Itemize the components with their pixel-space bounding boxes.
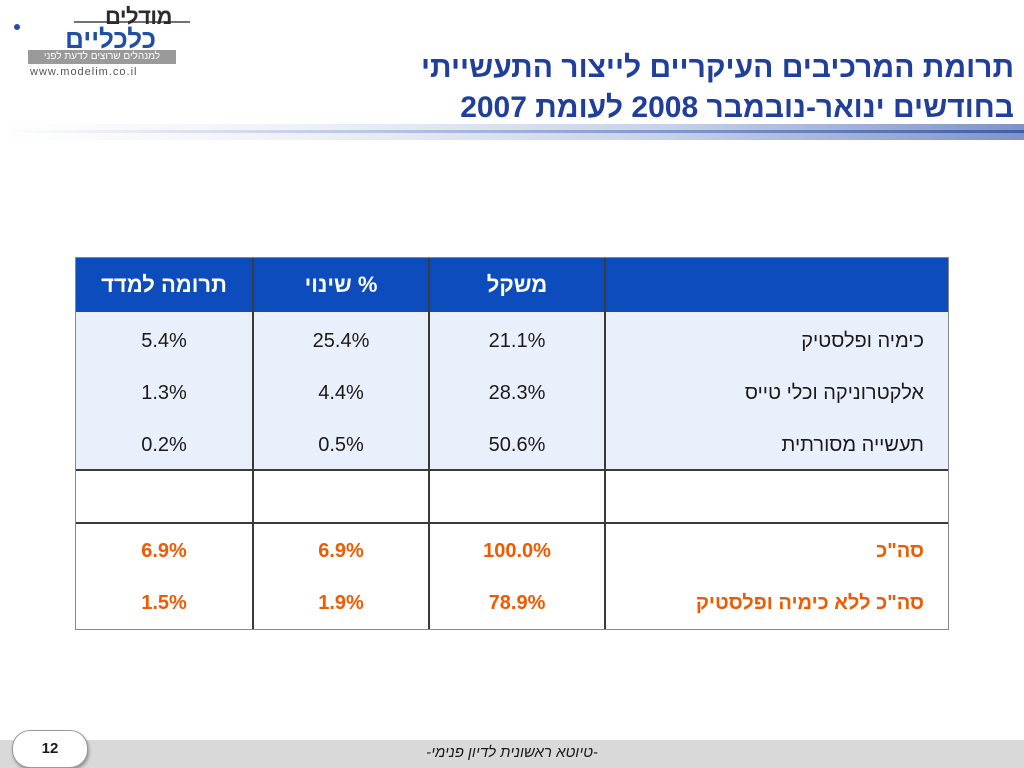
row-contribution: 1.3% [141,382,187,404]
row-weight: 28.3% [488,382,546,404]
footer-bar: -טיוטא ראשונית לדיון פנימי- [0,740,1024,768]
table-header-row [76,258,948,312]
total-sector-excl-chemistry: סה"כ ללא כימיה ופלסטיק [695,592,924,614]
company-logo: מודלים כלכליים למנהלים שרוצים לדעת לפני … [14,4,190,78]
table-col-divider [428,258,430,629]
row-sector-traditional: תעשייה מסורתית [781,434,924,456]
table-col-divider [252,258,254,629]
total-contribution: 1.5% [141,592,187,614]
table-col-divider [604,258,606,629]
table-row-divider [76,469,948,471]
total-change: 1.9% [318,592,364,614]
header-change: % שינוי [304,272,378,297]
slide-title-line1: תרומת המרכיבים העיקריים לייצור התעשייתי [420,51,1014,84]
slide-title: תרומת המרכיבים העיקריים לייצור התעשייתי … [354,48,1014,128]
row-sector-electronics: אלקטרוניקה וכלי טייס [744,382,924,404]
page-number-badge: 12 [12,730,88,768]
logo-rule [74,21,190,23]
header-contribution: תרומה למדד [101,272,227,297]
header-weight: משקל [486,272,548,297]
header-divider-line [0,130,1024,133]
row-weight: 50.6% [488,434,546,456]
row-change: 0.5% [318,434,364,456]
row-contribution: 0.2% [141,434,187,456]
total-change: 6.9% [318,540,364,562]
logo-url: www.modelim.co.il [30,66,138,78]
total-weight: 100.0% [483,540,551,562]
logo-dot-icon [14,24,20,30]
footer-note: -טיוטא ראשונית לדיון פנימי- [426,744,598,761]
logo-brand-line2: כלכליים [65,24,156,54]
slide-title-line2: בחודשים ינואר-נובמבר 2008 לעומת 2007 [460,91,1014,124]
logo-brand-line1: מודלים [104,4,173,29]
total-weight: 78.9% [488,592,546,614]
contribution-table: תרומה למדד % שינוי משקל כימיה ופלסטיק 21… [75,257,949,630]
header-sector [606,258,948,312]
table-row-divider [76,522,948,524]
logo-tagline: למנהלים שרוצים לדעת לפני [28,50,176,64]
table-body-block [76,312,948,469]
total-contribution: 6.9% [141,540,187,562]
row-contribution: 5.4% [141,330,187,352]
row-change: 25.4% [312,330,370,352]
total-sector-all: סה"כ [876,540,924,562]
row-weight: 21.1% [488,330,546,352]
row-sector-chemistry: כימיה ופלסטיק [801,330,924,352]
row-change: 4.4% [318,382,364,404]
